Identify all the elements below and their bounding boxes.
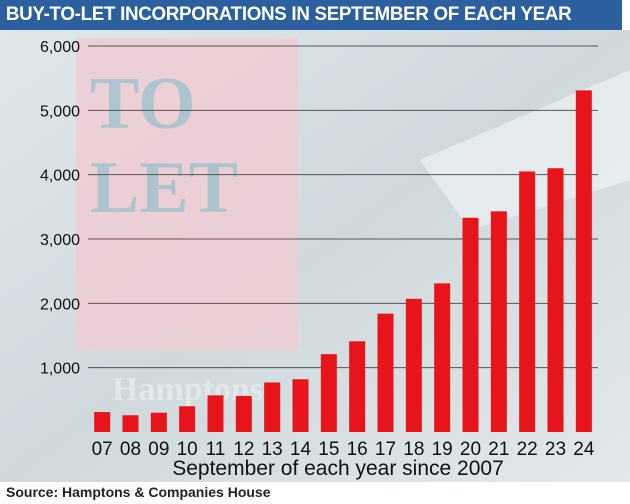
bar-21	[490, 211, 507, 432]
x-tick-label: 20	[460, 439, 481, 460]
x-tick-label: 15	[318, 439, 339, 460]
y-tick-label: 2,000	[40, 296, 80, 313]
sign-text-let: LET	[90, 147, 238, 229]
bar-09	[150, 412, 167, 432]
bar-22	[519, 171, 536, 432]
y-tick-label: 3,000	[40, 232, 80, 249]
bar-19	[434, 283, 451, 432]
x-tick-label: 08	[120, 439, 141, 460]
x-tick-label: 11	[206, 439, 226, 460]
bar-10	[179, 406, 196, 432]
x-tick-label: 21	[488, 439, 509, 460]
x-tick-label: 18	[403, 439, 424, 460]
bar-15	[320, 354, 337, 432]
bar-23	[547, 168, 564, 432]
chart-title: BUY-TO-LET INCORPORATIONS IN SEPTEMBER O…	[0, 0, 622, 30]
x-tick-label: 09	[148, 439, 169, 460]
bars	[94, 90, 592, 432]
sign-board	[76, 38, 298, 350]
x-tick-label: 10	[177, 439, 198, 460]
x-axis-tick-labels: 07 08 09 10 11 12 13 14 15 16 17 18 19 20 21 22 23 24	[92, 439, 595, 460]
chart-area: TO LET Hamptons 1,000 2,000 3,000 4,000 5,00…	[0, 30, 630, 482]
bar-24	[575, 90, 592, 432]
x-tick-label: 19	[432, 439, 453, 460]
y-axis-tick-labels: 1,000 2,000 3,000 4,000 5,000 6,000	[40, 39, 80, 378]
x-tick-label: 13	[262, 439, 283, 460]
x-tick-label: 16	[347, 439, 368, 460]
bar-11	[207, 395, 224, 432]
sign-text-to: TO	[90, 63, 196, 145]
y-tick-label: 6,000	[40, 39, 80, 56]
bar-16	[349, 341, 366, 432]
x-tick-label: 12	[233, 439, 254, 460]
bar-12	[235, 395, 252, 432]
bar-17	[377, 313, 394, 432]
x-axis-label: September of each year since 2007	[172, 457, 504, 480]
x-tick-label: 22	[517, 439, 538, 460]
x-tick-label: 14	[290, 439, 312, 460]
x-tick-label: 24	[573, 439, 595, 460]
source-note: Source: Hamptons & Companies House	[6, 484, 271, 500]
y-tick-label: 4,000	[40, 168, 80, 185]
bar-07	[94, 412, 111, 432]
bar-chart: TO LET Hamptons 1,000 2,000 3,000 4,000 5,00…	[0, 30, 630, 482]
bar-08	[122, 415, 139, 432]
y-tick-label: 1,000	[40, 361, 80, 378]
gridlines	[88, 45, 598, 369]
bar-13	[264, 382, 281, 432]
x-tick-label: 17	[375, 439, 396, 460]
to-let-sign-image: TO LET Hamptons	[76, 38, 630, 408]
bar-18	[405, 298, 422, 432]
x-tick-label: 23	[545, 439, 566, 460]
y-tick-label: 5,000	[40, 103, 80, 120]
x-tick-label: 07	[92, 439, 113, 460]
bar-14	[292, 379, 309, 432]
bar-20	[462, 217, 479, 432]
